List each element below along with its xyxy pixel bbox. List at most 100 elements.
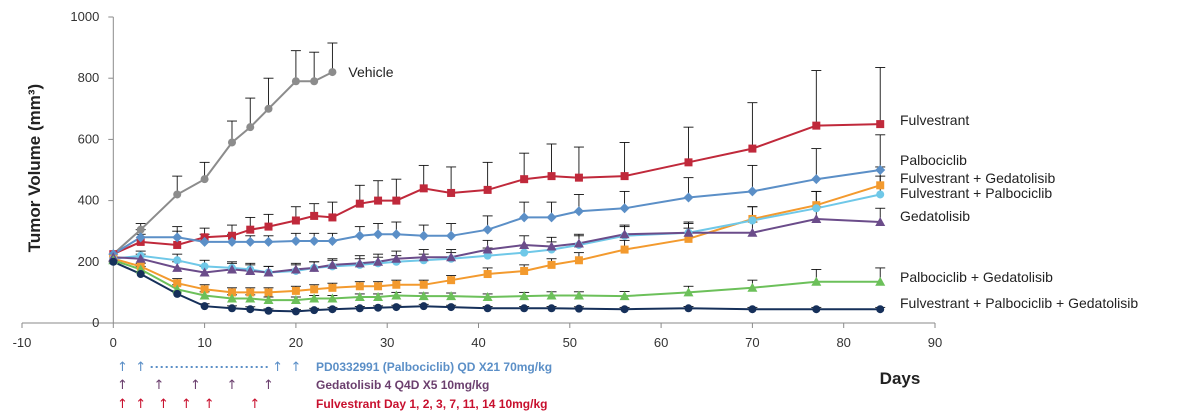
data-point [200,285,209,294]
series-line [113,217,881,274]
data-point [291,307,300,316]
data-point [310,77,319,86]
data-point [811,276,822,286]
dose-label: Gedatolisib 4 Q4D X5 10mg/kg [316,378,489,392]
data-point [391,290,402,300]
data-point [227,231,236,240]
dose-arrow: ↑ [272,360,283,375]
data-point [246,225,255,234]
data-point [684,234,693,243]
series-labels: Vehicle Fulvestrant Palbociclib Fulvestrant… [348,64,1138,311]
data-point [812,204,821,213]
data-point [290,264,301,274]
series-line [112,123,881,256]
dosing-schedule: ↑ ↑ ↑ ↑ PD0332991 (Palbociclib) QD X21 70mg/… [117,360,552,412]
x-tick-label: 80 [836,335,850,350]
data-point [226,236,237,247]
dose-arrow: ↑ [158,397,169,412]
data-point [748,144,757,153]
data-point [876,190,885,199]
series-line [113,193,881,274]
data-point [684,158,693,167]
data-point [246,288,255,297]
y-axis-label: Tumor Volume (mm³) [25,84,44,252]
data-point [547,260,556,269]
data-point [263,295,274,305]
data-point [418,230,429,241]
data-point [327,235,338,246]
series-label: Vehicle [348,64,393,80]
data-point [519,291,530,301]
data-point [173,256,182,265]
data-point [812,305,821,314]
data-point [291,77,300,86]
data-point [546,241,557,251]
data-point [392,280,401,289]
data-point [547,304,556,313]
data-point [310,306,319,315]
series-label: Fulvestrant + Palbociclib + Gedatolisib [900,295,1138,311]
y-tick-label: 800 [78,70,100,85]
x-tick-label: -10 [13,335,32,350]
data-point [876,181,885,190]
data-point [264,222,273,231]
data-point [227,304,236,313]
x-tick-label: 10 [197,335,211,350]
series-label: Palbociclib + Gedatolisib [900,269,1053,285]
data-point [546,290,557,300]
data-point [290,295,301,305]
data-point [263,236,274,247]
data-point [264,288,273,297]
series-label: Gedatolisib [900,208,970,224]
data-point [620,245,629,254]
dose-arrow: ↑ [153,378,164,393]
data-point [392,196,401,205]
data-point [574,304,583,313]
data-point [328,213,337,222]
data-point [135,232,146,243]
data-point [573,238,584,248]
series-line [113,184,881,294]
data-point [418,252,429,262]
data-point [519,239,530,249]
data-point [812,121,821,130]
data-point [310,285,319,294]
dose-arrow: ↑ [117,378,128,393]
data-point [482,244,493,254]
dose-arrow: ↑ [117,360,128,375]
data-point [684,304,693,313]
series-line [112,259,881,302]
data-point [373,291,384,301]
data-point [355,304,364,313]
series-label: Fulvestrant [900,112,969,128]
dose-arrow: ↑ [227,378,238,393]
data-point [482,224,493,235]
data-point [875,276,886,286]
data-point [136,225,145,234]
y-tick-label: 400 [78,193,100,208]
data-point [392,303,401,312]
y-tick-label: 1000 [70,9,99,24]
data-point [226,264,237,274]
data-point [546,212,557,223]
data-point [200,175,209,184]
data-point [446,291,457,301]
data-point [619,203,630,214]
data-point [619,229,630,239]
data-point [483,251,492,260]
data-point [391,229,402,240]
dose-arrow: ↑ [263,378,274,393]
data-point [328,305,337,314]
data-point [327,293,338,303]
dose-arrow: ↑ [249,397,260,412]
data-point [354,258,365,268]
data-point [447,276,456,285]
data-point [173,240,182,249]
data-point [811,213,822,223]
y-tick-label: 200 [78,254,100,269]
data-point [226,293,237,303]
data-point [310,211,319,220]
data-point [620,305,629,314]
data-point [419,302,428,311]
